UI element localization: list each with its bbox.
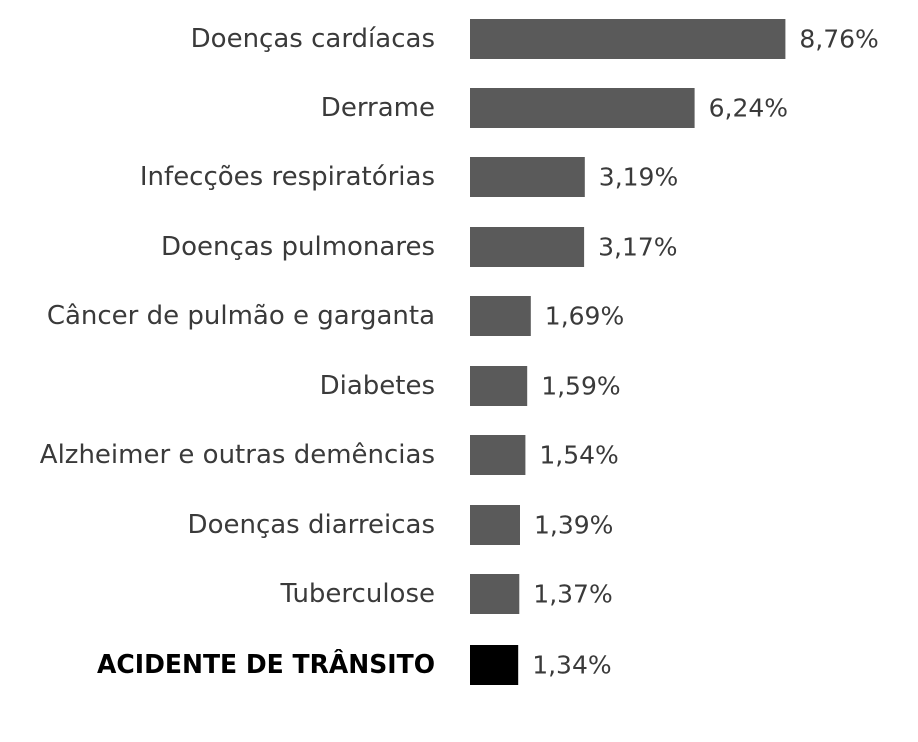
bar-5 bbox=[470, 296, 531, 336]
value-label-6: 1,59% bbox=[541, 372, 620, 401]
value-label-2: 6,24% bbox=[709, 94, 788, 123]
category-label-4: Doenças pulmonares bbox=[161, 232, 435, 262]
category-label-1: Doenças cardíacas bbox=[191, 24, 435, 54]
category-label-5: Câncer de pulmão e garganta bbox=[47, 301, 435, 331]
value-label-1: 8,76% bbox=[799, 25, 878, 54]
bar-4 bbox=[470, 227, 585, 267]
bar-8 bbox=[470, 505, 520, 545]
value-label-3: 3,19% bbox=[599, 163, 678, 192]
bar-10 bbox=[470, 645, 519, 685]
bar-1 bbox=[470, 19, 786, 59]
value-label-8: 1,39% bbox=[534, 511, 613, 540]
bar-7 bbox=[470, 435, 526, 475]
value-label-7: 1,54% bbox=[539, 441, 618, 470]
value-label-4: 3,17% bbox=[598, 233, 677, 262]
category-label-2: Derrame bbox=[321, 93, 435, 123]
bar-6 bbox=[470, 366, 528, 406]
value-label-9: 1,37% bbox=[533, 580, 612, 609]
category-label-7: Alzheimer e outras demências bbox=[40, 440, 435, 470]
bar-9 bbox=[470, 574, 520, 614]
value-label-5: 1,69% bbox=[545, 302, 624, 331]
bar-2 bbox=[470, 88, 695, 128]
category-label-9: Tuberculose bbox=[280, 579, 435, 609]
category-label-3: Infecções respiratórias bbox=[140, 162, 435, 192]
category-label-8: Doenças diarreicas bbox=[188, 510, 435, 540]
category-label-10: ACIDENTE DE TRÂNSITO bbox=[97, 648, 435, 680]
value-label-10: 1,34% bbox=[532, 651, 611, 680]
category-label-6: Diabetes bbox=[320, 371, 435, 401]
bar-3 bbox=[470, 157, 585, 197]
